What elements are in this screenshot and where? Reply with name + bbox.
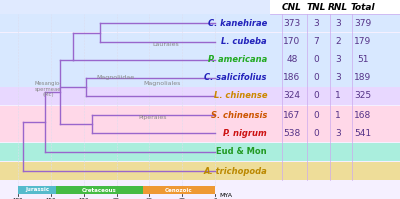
Text: 541: 541 xyxy=(354,129,372,138)
Bar xyxy=(0,0,400,14)
Text: 324: 324 xyxy=(284,92,300,100)
Text: 48: 48 xyxy=(286,56,298,64)
Bar xyxy=(56,186,143,194)
Text: A. trichopoda: A. trichopoda xyxy=(203,167,267,176)
Text: 150: 150 xyxy=(46,197,56,199)
Text: 0: 0 xyxy=(313,56,319,64)
Text: Laurales: Laurales xyxy=(152,42,179,47)
Bar xyxy=(0,33,400,51)
Text: 538: 538 xyxy=(283,129,301,138)
Text: 179: 179 xyxy=(354,37,372,47)
Text: P. nigrum: P. nigrum xyxy=(223,129,267,138)
Text: 167: 167 xyxy=(283,110,301,120)
Text: Magnoliidae: Magnoliidae xyxy=(96,74,134,79)
Bar xyxy=(0,69,400,87)
Text: Jurassic: Jurassic xyxy=(25,187,49,192)
Text: 0: 0 xyxy=(313,110,319,120)
Bar xyxy=(0,87,400,105)
Text: 170: 170 xyxy=(283,37,301,47)
Text: Total: Total xyxy=(351,3,375,12)
Text: 1: 1 xyxy=(335,92,341,100)
Text: 60: 60 xyxy=(146,197,153,199)
Text: TNL: TNL xyxy=(306,3,326,12)
Text: 180: 180 xyxy=(13,197,23,199)
Text: C. salicifolius: C. salicifolius xyxy=(204,73,267,83)
Bar xyxy=(0,51,400,69)
Text: 7: 7 xyxy=(313,37,319,47)
Text: 3: 3 xyxy=(335,19,341,27)
Text: 186: 186 xyxy=(283,73,301,83)
Text: 30: 30 xyxy=(179,197,186,199)
Text: RNL: RNL xyxy=(328,3,348,12)
Bar xyxy=(0,162,400,180)
Text: L. cubeba: L. cubeba xyxy=(221,37,267,47)
Text: Magnoliales: Magnoliales xyxy=(143,81,180,86)
Text: 0: 0 xyxy=(313,73,319,83)
Bar xyxy=(18,186,56,194)
Text: S. chinensis: S. chinensis xyxy=(211,110,267,120)
Bar xyxy=(270,0,400,14)
Text: C. kanehirae: C. kanehirae xyxy=(208,19,267,27)
Text: 189: 189 xyxy=(354,73,372,83)
Text: Cenozoic: Cenozoic xyxy=(165,187,193,192)
Text: 168: 168 xyxy=(354,110,372,120)
Bar xyxy=(0,143,400,161)
Text: 325: 325 xyxy=(354,92,372,100)
Text: CNL: CNL xyxy=(282,3,302,12)
Text: 3: 3 xyxy=(335,73,341,83)
Bar xyxy=(0,14,400,32)
Text: 51: 51 xyxy=(357,56,369,64)
Text: 1: 1 xyxy=(335,110,341,120)
Text: Mesangio-
spermeae
(Mc): Mesangio- spermeae (Mc) xyxy=(34,81,62,97)
Bar xyxy=(143,186,215,194)
Bar xyxy=(0,124,400,142)
Text: 3: 3 xyxy=(335,129,341,138)
Text: Cretaceous: Cretaceous xyxy=(82,187,117,192)
Text: 2: 2 xyxy=(335,37,341,47)
Text: 0: 0 xyxy=(213,197,217,199)
Text: 373: 373 xyxy=(283,19,301,27)
Text: 379: 379 xyxy=(354,19,372,27)
Text: L. chinense: L. chinense xyxy=(214,92,267,100)
Text: 3: 3 xyxy=(313,19,319,27)
Bar xyxy=(0,106,400,124)
Text: MYA: MYA xyxy=(219,193,232,198)
Text: Eud & Mon: Eud & Mon xyxy=(216,147,267,156)
Text: 120: 120 xyxy=(78,197,89,199)
Text: Piperales: Piperales xyxy=(138,115,166,121)
Text: 0: 0 xyxy=(313,129,319,138)
Text: 90: 90 xyxy=(113,197,120,199)
Text: 3: 3 xyxy=(335,56,341,64)
Text: 0: 0 xyxy=(313,92,319,100)
Text: P. americana: P. americana xyxy=(208,56,267,64)
